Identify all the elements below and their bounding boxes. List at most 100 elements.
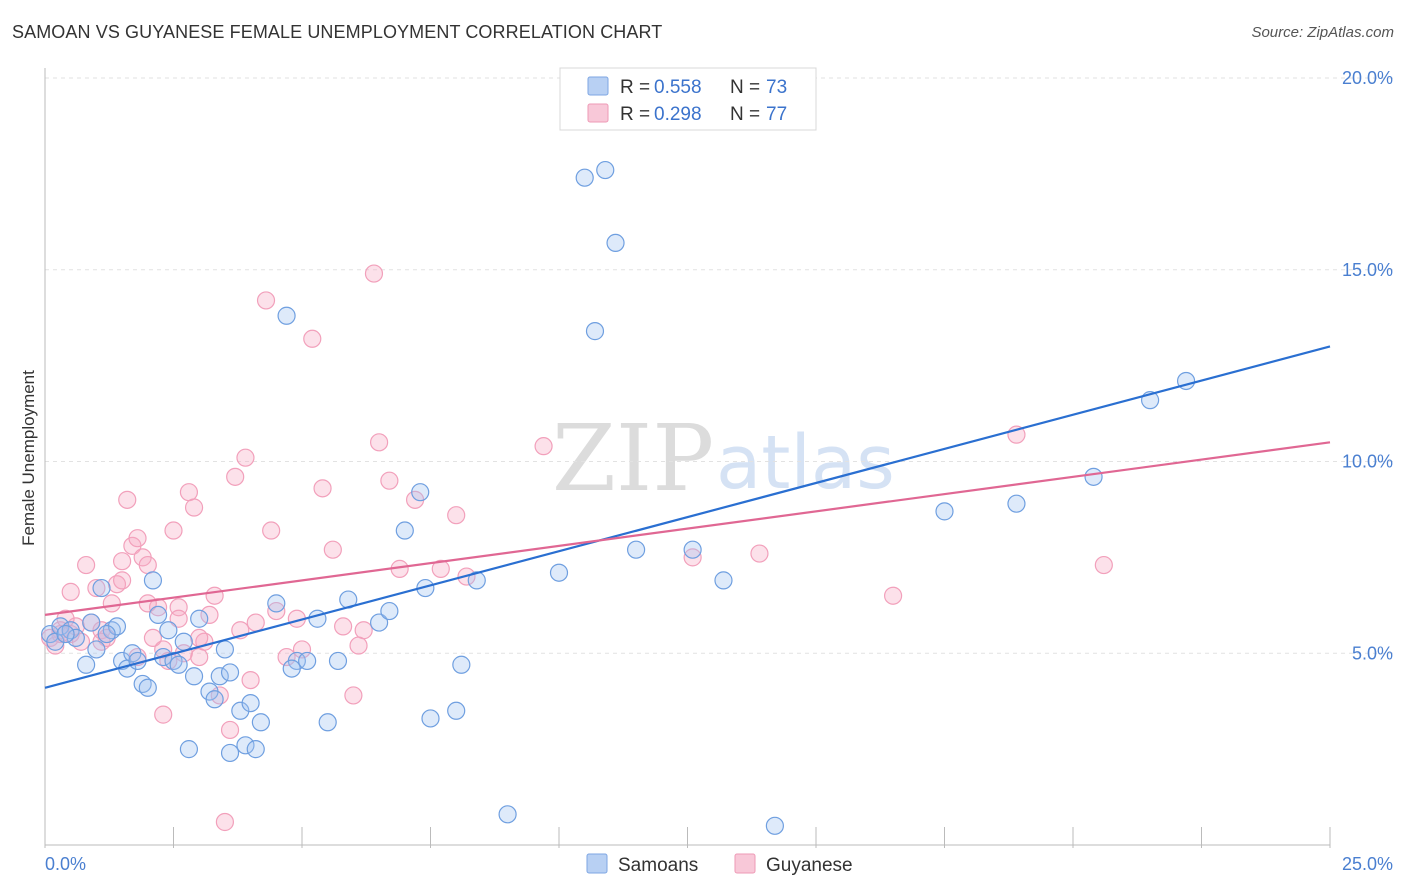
x-tick-label: 0.0% [45, 854, 86, 874]
y-tick-label: 10.0% [1342, 452, 1393, 472]
point-samoans [220, 663, 240, 682]
point-samoans [174, 632, 193, 651]
point-guyanese [184, 498, 204, 517]
point-guyanese [179, 483, 199, 502]
point-samoans [190, 609, 209, 628]
point-samoans [236, 736, 255, 755]
point-samoans [179, 740, 199, 759]
bottom-legend-samoans: Samoans [618, 855, 698, 876]
point-samoans [138, 678, 157, 697]
point-guyanese [750, 544, 769, 563]
point-samoans [277, 306, 296, 325]
point-samoans [77, 655, 96, 674]
point-samoans [169, 655, 188, 674]
point-samoans [159, 621, 178, 640]
bottom-legend: Samoans Guyanese [586, 853, 853, 876]
point-guyanese [112, 552, 132, 571]
point-guyanese [215, 812, 234, 832]
point-samoans [585, 322, 605, 341]
point-guyanese [241, 670, 260, 690]
point-samoans [97, 624, 116, 644]
point-guyanese [138, 555, 157, 575]
point-guyanese [236, 448, 255, 467]
point-guyanese [61, 582, 80, 601]
point-guyanese [112, 571, 132, 590]
point-guyanese [190, 628, 209, 648]
point-guyanese [169, 609, 188, 628]
legend-r-label-guyanese: R = [620, 104, 650, 125]
point-guyanese [534, 437, 553, 456]
point-guyanese [447, 506, 466, 525]
point-samoans [92, 578, 111, 598]
trend-line-guyanese [44, 441, 1331, 616]
point-samoans [683, 540, 702, 559]
legend-n-label-guyanese: N = [730, 104, 760, 125]
point-samoans [714, 571, 733, 590]
point-samoans [549, 563, 569, 582]
y-tick-label: 20.0% [1342, 68, 1393, 88]
point-guyanese [143, 628, 163, 648]
point-samoans [1084, 467, 1103, 486]
point-samoans [328, 651, 348, 671]
point-samoans [210, 667, 229, 686]
source-credit: Source: ZipAtlas.com [1251, 24, 1394, 41]
point-guyanese [883, 586, 903, 605]
axes: 5.0% 10.0% 15.0% 20.0% 0.0% 25.0% [44, 68, 1393, 874]
point-guyanese [370, 433, 389, 452]
point-samoans [935, 502, 954, 521]
point-samoans [575, 168, 594, 187]
point-guyanese [256, 291, 276, 310]
point-guyanese [128, 529, 147, 548]
point-samoans [205, 690, 224, 709]
point-guyanese [431, 559, 450, 578]
point-guyanese [205, 586, 224, 605]
point-guyanese [154, 705, 173, 724]
point-samoans [282, 659, 301, 678]
point-samoans [66, 628, 85, 648]
trend-lines [44, 345, 1331, 689]
x-tick-label: 25.0% [1342, 854, 1393, 874]
legend-n-label-samoans: N = [730, 77, 760, 98]
point-guyanese [102, 594, 121, 613]
point-samoans [298, 651, 317, 671]
point-samoans [267, 594, 286, 613]
point-samoans [467, 571, 486, 590]
legend-swatch-guyanese [587, 103, 609, 123]
point-guyanese [1094, 555, 1113, 575]
point-samoans [251, 713, 270, 732]
point-guyanese [200, 605, 219, 625]
point-samoans [241, 694, 260, 713]
y-axis-label: Female Unemployment [19, 370, 38, 546]
point-samoans [447, 701, 466, 720]
point-samoans [498, 805, 517, 824]
chart-title: SAMOAN VS GUYANESE FEMALE UNEMPLOYMENT C… [12, 22, 663, 42]
point-samoans [380, 601, 399, 621]
point-guyanese [380, 471, 399, 490]
point-guyanese [364, 264, 384, 283]
point-guyanese [262, 521, 281, 540]
point-guyanese [77, 555, 96, 575]
point-guyanese [292, 640, 312, 659]
point-guyanese [190, 647, 209, 667]
point-guyanese [220, 720, 240, 740]
point-guyanese [246, 613, 265, 632]
point-samoans [1007, 494, 1026, 513]
point-samoans [87, 640, 106, 659]
point-guyanese [334, 617, 353, 636]
point-guyanese [138, 594, 157, 613]
bottom-legend-guyanese: Guyanese [766, 855, 853, 876]
point-guyanese [118, 490, 137, 509]
point-samoans [220, 743, 240, 763]
point-guyanese [303, 329, 322, 348]
point-samoans [318, 713, 337, 732]
legend-r-value-guyanese: 0.298 [654, 104, 702, 125]
legend: R = 0.558 N = 73 R = 0.298 N = 77 [559, 67, 817, 131]
point-samoans [411, 483, 430, 502]
point-samoans [765, 816, 784, 835]
bottom-legend-swatch-samoans [586, 853, 608, 874]
legend-n-value-samoans: 73 [766, 77, 787, 98]
point-guyanese [226, 467, 245, 486]
point-samoans [606, 233, 625, 253]
y-tick-label: 15.0% [1342, 260, 1393, 280]
